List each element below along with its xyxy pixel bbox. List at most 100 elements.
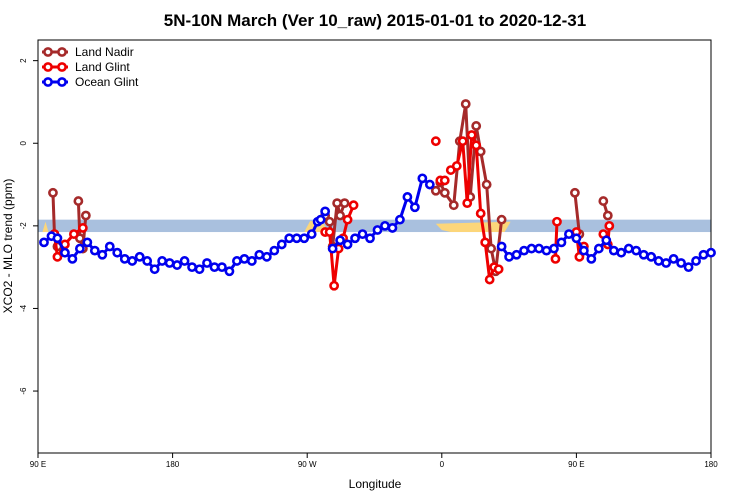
y-tick-label: 0 bbox=[19, 140, 28, 145]
data-point-ocean-glint bbox=[269, 245, 280, 256]
x-tick-label: 0 bbox=[440, 460, 445, 469]
data-point-ocean-glint bbox=[97, 249, 108, 260]
x-tick-label: 90 W bbox=[298, 460, 317, 469]
data-point-ocean-glint bbox=[409, 202, 420, 213]
data-point-ocean-glint bbox=[668, 253, 679, 264]
y-tick-label: -6 bbox=[19, 387, 28, 395]
data-point-ocean-glint bbox=[52, 233, 63, 244]
data-point-ocean-glint bbox=[593, 243, 604, 254]
data-point-land-glint bbox=[457, 136, 468, 147]
data-point-land-glint bbox=[604, 220, 615, 231]
data-point-ocean-glint bbox=[556, 237, 567, 248]
x-tick-label: 90 E bbox=[568, 460, 584, 469]
data-point-ocean-glint bbox=[417, 173, 428, 184]
data-point-ocean-glint bbox=[616, 247, 627, 258]
data-point-ocean-glint bbox=[104, 241, 115, 252]
data-point-land-nadir bbox=[430, 185, 441, 196]
data-point-ocean-glint bbox=[511, 249, 522, 260]
data-point-ocean-glint bbox=[239, 253, 250, 264]
data-point-ocean-glint bbox=[74, 243, 85, 254]
data-point-land-nadir bbox=[460, 99, 471, 109]
data-point-land-glint bbox=[329, 280, 340, 291]
data-point-ocean-glint bbox=[327, 243, 338, 254]
data-point-land-glint bbox=[480, 237, 491, 248]
data-point-ocean-glint bbox=[119, 253, 130, 264]
data-point-land-glint bbox=[493, 264, 504, 275]
data-point-land-nadir bbox=[486, 243, 497, 254]
data-point-land-nadir bbox=[481, 179, 492, 190]
data-point-ocean-glint bbox=[164, 258, 175, 268]
chart-title: 5N-10N March (Ver 10_raw) 2015-01-01 to … bbox=[164, 11, 586, 30]
data-point-ocean-glint bbox=[246, 256, 257, 266]
data-point-ocean-glint bbox=[127, 256, 138, 266]
data-point-land-glint bbox=[552, 216, 562, 227]
legend-marker bbox=[57, 62, 67, 72]
data-point-land-glint bbox=[451, 161, 462, 171]
data-point-ocean-glint bbox=[142, 256, 153, 266]
data-point-ocean-glint bbox=[89, 245, 100, 256]
data-point-ocean-glint bbox=[661, 258, 672, 268]
data-point-land-nadir bbox=[324, 216, 335, 227]
data-point-ocean-glint bbox=[224, 266, 235, 277]
data-point-ocean-glint bbox=[232, 256, 242, 266]
data-point-land-glint bbox=[342, 214, 353, 225]
x-tick-label: 90 E bbox=[30, 460, 46, 469]
data-point-ocean-glint bbox=[217, 262, 227, 273]
data-point-ocean-glint bbox=[706, 247, 716, 258]
data-point-ocean-glint bbox=[372, 225, 383, 235]
data-point-ocean-glint bbox=[653, 256, 664, 266]
data-point-land-glint bbox=[475, 208, 486, 219]
x-tick-label: 180 bbox=[166, 460, 180, 469]
data-point-land-nadir bbox=[496, 214, 507, 225]
legend-marker bbox=[57, 47, 67, 57]
data-point-ocean-glint bbox=[315, 214, 326, 225]
data-point-ocean-glint bbox=[202, 258, 212, 268]
data-point-ocean-glint bbox=[157, 256, 168, 266]
data-point-ocean-glint bbox=[112, 247, 123, 258]
data-point-ocean-glint bbox=[284, 233, 295, 244]
data-point-ocean-glint bbox=[541, 245, 552, 256]
plot-area: 90 E 180 90 W 0 90 E 180 2 0 -2 -4 -6 Land NadirLan… bbox=[19, 39, 718, 469]
data-point-ocean-glint bbox=[291, 233, 302, 244]
data-point-land-nadir bbox=[73, 196, 84, 206]
reference-band bbox=[38, 219, 711, 233]
x-axis-label: Longitude bbox=[349, 477, 402, 491]
data-point-ocean-glint bbox=[564, 229, 574, 240]
data-point-land-nadir bbox=[439, 187, 450, 198]
data-point-ocean-glint bbox=[676, 258, 686, 268]
data-point-ocean-glint bbox=[638, 249, 649, 260]
data-point-ocean-glint bbox=[402, 192, 413, 202]
data-point-land-nadir bbox=[448, 200, 459, 211]
data-point-land-glint bbox=[471, 140, 482, 151]
data-point-land-glint bbox=[348, 200, 359, 211]
legend-label: Land Nadir bbox=[75, 45, 134, 59]
data-point-ocean-glint bbox=[586, 253, 597, 264]
data-point-ocean-glint bbox=[534, 243, 544, 254]
data-point-land-nadir bbox=[598, 196, 609, 206]
data-point-land-glint bbox=[466, 130, 477, 140]
plot-border bbox=[37, 39, 712, 454]
series-ocean-glint bbox=[39, 173, 716, 277]
legend-marker bbox=[57, 77, 67, 87]
data-point-ocean-glint bbox=[149, 264, 160, 275]
data-point-ocean-glint bbox=[623, 243, 634, 254]
data-point-land-glint bbox=[462, 198, 473, 209]
data-point-ocean-glint bbox=[134, 251, 145, 262]
data-point-ocean-glint bbox=[683, 262, 694, 273]
data-point-ocean-glint bbox=[306, 229, 317, 240]
data-point-ocean-glint bbox=[578, 245, 589, 256]
data-point-ocean-glint bbox=[350, 233, 360, 244]
series-line-land-nadir bbox=[573, 192, 581, 235]
data-point-land-nadir bbox=[335, 210, 346, 221]
data-point-ocean-glint bbox=[179, 256, 190, 266]
data-point-land-nadir bbox=[48, 187, 58, 198]
data-point-ocean-glint bbox=[631, 245, 642, 256]
data-point-ocean-glint bbox=[504, 251, 514, 262]
data-point-land-glint bbox=[439, 175, 450, 186]
data-point-land-glint bbox=[550, 253, 561, 264]
data-point-ocean-glint bbox=[424, 179, 435, 190]
data-point-land-glint bbox=[484, 274, 495, 285]
yellow-fill-2 bbox=[435, 221, 511, 233]
data-point-ocean-glint bbox=[39, 237, 49, 248]
